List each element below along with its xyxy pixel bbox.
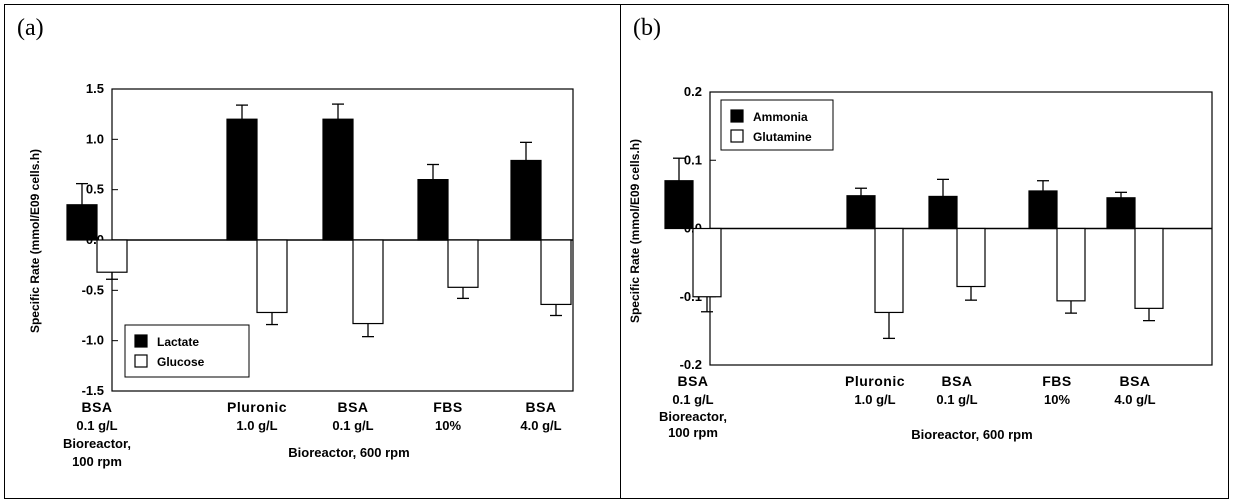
category-label: BSA — [525, 399, 556, 415]
bar-glutamine — [692, 227, 722, 298]
bar-glutamine — [956, 227, 986, 288]
bar-glutamine — [1134, 227, 1164, 309]
y-tick-label-a: -1.5 — [82, 383, 104, 398]
category-label: 1.0 g/L — [236, 418, 277, 433]
legend-swatch-glucose — [134, 354, 148, 368]
category-label: Pluronic — [845, 373, 905, 389]
bar-glucose — [447, 239, 479, 288]
category-label: 0.1 g/L — [936, 392, 977, 407]
y-tick-label-b: 0.1 — [684, 152, 702, 167]
bar-lactate — [322, 118, 354, 241]
legend-label-ammonia: Ammonia — [753, 110, 808, 124]
legend-swatch-glutamine — [730, 129, 744, 143]
legend-label-glutamine: Glutamine — [753, 130, 812, 144]
panel-a-label: (a) — [17, 15, 44, 41]
panel-b-label: (b) — [633, 15, 661, 41]
bar-glucose — [540, 239, 572, 306]
y-tick-label-a: 0.5 — [86, 182, 104, 197]
category-label: FBS — [433, 399, 463, 415]
category-label: BSA — [677, 373, 708, 389]
bar-lactate — [226, 118, 258, 241]
bar-glucose — [96, 239, 128, 273]
legend-box-a — [124, 324, 250, 378]
bar-lactate — [66, 204, 98, 241]
y-tick-label-a: -1.0 — [82, 333, 104, 348]
category-label: BSA — [337, 399, 368, 415]
legend-label-glucose: Glucose — [157, 355, 205, 369]
category-label: 10% — [1044, 392, 1070, 407]
y-axis-label-a: Specific Rate (mmol/E09 cells.h) — [28, 149, 42, 333]
y-tick-label-b: -0.2 — [680, 357, 702, 372]
category-label: 0.1 g/L — [672, 392, 713, 407]
group-label-b: Bioreactor, 600 rpm — [911, 427, 1032, 442]
bar-lactate — [510, 159, 542, 241]
y-axis-label-b: Specific Rate (mmol/E09 cells.h) — [628, 139, 642, 323]
category-label: FBS — [1042, 373, 1072, 389]
category-label: 1.0 g/L — [854, 392, 895, 407]
bar-ammonia — [664, 180, 694, 230]
category-label: Pluronic — [227, 399, 287, 415]
bar-ammonia — [846, 195, 876, 230]
group-label-a: Bioreactor, 600 rpm — [288, 445, 409, 460]
bar-ammonia — [928, 195, 958, 230]
category-label: 4.0 g/L — [1114, 392, 1155, 407]
y-tick-label-a: 1.0 — [86, 131, 104, 146]
y-tick-label-b: 0.2 — [684, 84, 702, 99]
legend-swatch-lactate — [134, 334, 148, 348]
category-label: 100 rpm — [668, 425, 718, 440]
legend-label-lactate: Lactate — [157, 335, 199, 349]
category-label: Bioreactor, — [659, 409, 727, 424]
category-label: BSA — [941, 373, 972, 389]
bar-glutamine — [874, 227, 904, 314]
y-tick-label-a: -0.5 — [82, 282, 104, 297]
category-label: 10% — [435, 418, 461, 433]
category-label: 4.0 g/L — [520, 418, 561, 433]
y-tick-label-a: 1.5 — [86, 81, 104, 96]
category-label: 0.1 g/L — [76, 418, 117, 433]
category-label: 100 rpm — [72, 454, 122, 469]
bar-glucose — [256, 239, 288, 314]
bar-glucose — [352, 239, 384, 325]
category-label: BSA — [81, 399, 112, 415]
bar-ammonia — [1028, 190, 1058, 230]
bar-lactate — [417, 179, 449, 241]
category-label: Bioreactor, — [63, 436, 131, 451]
bar-glutamine — [1056, 227, 1086, 302]
bar-ammonia — [1106, 197, 1136, 230]
category-label: 0.1 g/L — [332, 418, 373, 433]
legend-swatch-ammonia — [730, 109, 744, 123]
category-label: BSA — [1119, 373, 1150, 389]
